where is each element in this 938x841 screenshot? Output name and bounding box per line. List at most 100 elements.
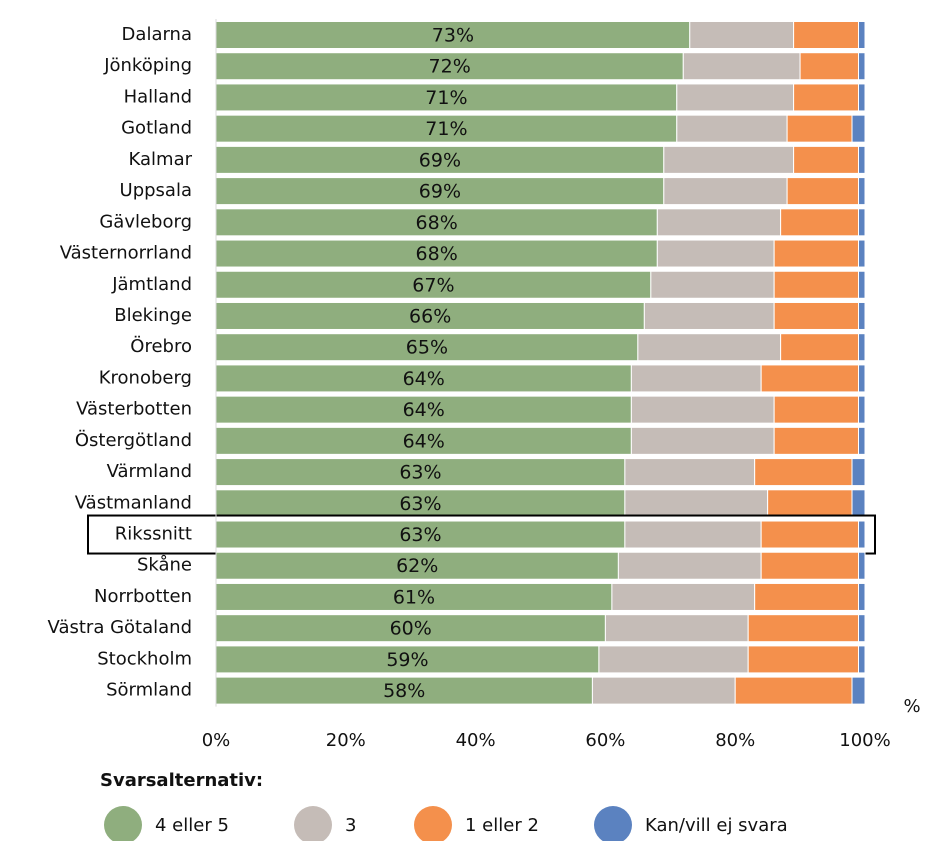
bar-segment xyxy=(215,426,632,455)
bar-segment xyxy=(858,614,866,643)
bar-segment xyxy=(215,21,691,49)
y-tick-label: Gävleborg xyxy=(99,211,192,232)
bar-segment xyxy=(734,676,853,705)
bar-segment xyxy=(858,301,866,330)
data-label: 59% xyxy=(386,649,428,671)
bar-segment xyxy=(858,208,866,237)
bar-segment xyxy=(858,52,866,81)
data-label: 69% xyxy=(419,181,461,203)
data-label: 61% xyxy=(393,586,435,608)
data-label: 71% xyxy=(425,118,467,140)
y-tick-label: Dalarna xyxy=(122,24,192,45)
bar-segment xyxy=(858,333,866,362)
data-label: 63% xyxy=(399,524,441,546)
bar-segment xyxy=(215,145,665,174)
data-label: 63% xyxy=(399,462,441,484)
legend-swatch xyxy=(104,806,142,841)
bar-segment xyxy=(858,395,866,424)
bar-segment xyxy=(624,489,769,518)
bar-segment xyxy=(604,614,749,643)
bar-segment xyxy=(858,551,866,580)
legend-label: 3 xyxy=(345,815,356,836)
y-tick-label: Sörmland xyxy=(106,680,192,701)
bar-segment xyxy=(611,582,756,611)
y-tick-label: Stockholm xyxy=(97,648,192,669)
y-tick-label: Västra Götaland xyxy=(48,617,192,638)
bar-segment xyxy=(858,520,866,549)
bar-segment xyxy=(643,301,775,330)
bar-segment xyxy=(780,208,860,237)
data-label: 60% xyxy=(390,618,432,640)
bar-segment xyxy=(656,239,775,268)
legend-swatch xyxy=(294,806,332,841)
bar-segment xyxy=(689,21,795,49)
bar-segment xyxy=(630,426,775,455)
y-tick-label: Västernorrland xyxy=(60,243,192,264)
legend-swatch xyxy=(414,806,452,841)
bar-segment xyxy=(773,395,860,424)
y-tick-label: Uppsala xyxy=(120,180,192,201)
bar-segment xyxy=(773,301,860,330)
data-label: 66% xyxy=(409,305,451,327)
x-tick-label: 20% xyxy=(326,730,366,751)
x-tick-label: 40% xyxy=(456,730,496,751)
bar-segment xyxy=(624,520,762,549)
bar-segment xyxy=(780,333,860,362)
bar-segment xyxy=(676,114,788,143)
bar-segment xyxy=(215,645,600,674)
y-tick-label: Jönköping xyxy=(103,55,192,76)
bar-segment xyxy=(630,364,762,393)
data-label: 58% xyxy=(383,680,425,702)
y-tick-label: Örebro xyxy=(130,335,192,357)
data-label: 73% xyxy=(432,25,474,47)
bar-segment xyxy=(617,551,762,580)
x-axis-label: % xyxy=(903,696,920,717)
bar-segment xyxy=(858,239,866,268)
legend-label: 1 eller 2 xyxy=(465,815,539,836)
bar-segment xyxy=(786,114,853,143)
bar-segment xyxy=(858,177,866,206)
y-tick-label: Gotland xyxy=(121,118,192,139)
bar-segment xyxy=(754,458,853,487)
y-tick-label: Östergötland xyxy=(75,429,192,451)
x-tick-label: 80% xyxy=(715,730,755,751)
bar-segment xyxy=(656,208,782,237)
bar-segment xyxy=(760,520,860,549)
bar-segment xyxy=(793,145,860,174)
y-tick-label: Kronoberg xyxy=(99,367,192,388)
bar-segment xyxy=(793,83,860,112)
y-tick-label: Halland xyxy=(124,86,192,107)
data-label: 67% xyxy=(412,274,454,296)
bar-segment xyxy=(215,395,632,424)
bar-segment xyxy=(793,21,860,49)
legend-swatch xyxy=(594,806,632,841)
legend-title: Svarsalternativ: xyxy=(100,770,263,791)
bar-segment xyxy=(215,551,619,580)
bar-segment xyxy=(858,364,866,393)
bar-segment xyxy=(858,83,866,112)
bar-segment xyxy=(747,645,860,674)
bar-segment xyxy=(215,83,678,112)
bar-segment xyxy=(773,426,860,455)
bar-segment xyxy=(747,614,860,643)
bar-segment xyxy=(799,52,860,81)
bar-segment xyxy=(215,364,632,393)
bar-segment xyxy=(851,114,866,143)
bar-segment xyxy=(215,614,606,643)
x-tick-label: 100% xyxy=(839,730,890,751)
bar-segment xyxy=(215,208,658,237)
data-label: 65% xyxy=(406,337,448,359)
bar-segment xyxy=(786,177,860,206)
y-tick-label: Blekinge xyxy=(114,305,192,326)
legend-label: 4 eller 5 xyxy=(155,815,229,836)
y-tick-label: Jämtland xyxy=(111,274,192,295)
data-label: 68% xyxy=(416,212,458,234)
bar-segment xyxy=(858,582,866,611)
data-label: 62% xyxy=(396,555,438,577)
bar-segment xyxy=(215,301,645,330)
bar-segment xyxy=(754,582,860,611)
y-tick-label: Norrbotten xyxy=(94,586,192,607)
bar-segment xyxy=(215,582,613,611)
data-label: 68% xyxy=(416,243,458,265)
